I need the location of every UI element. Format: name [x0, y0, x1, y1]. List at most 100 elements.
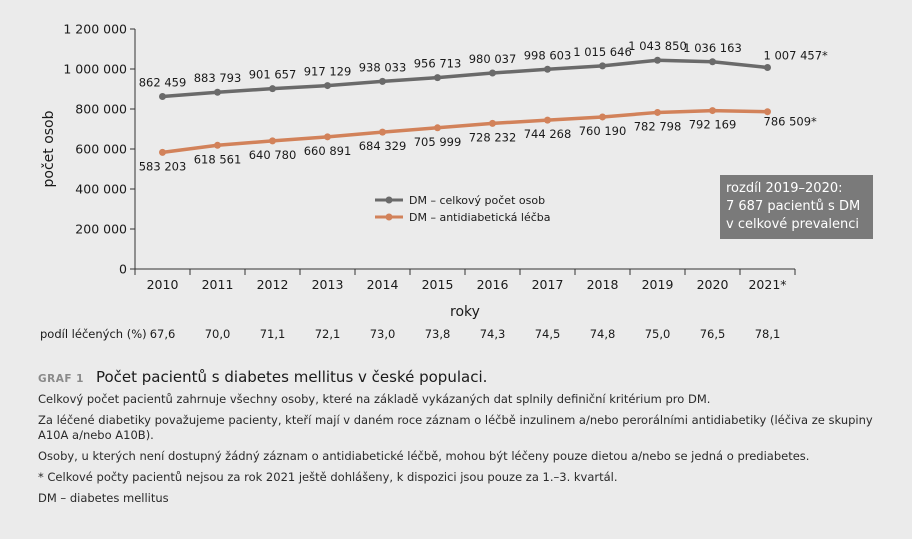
chart: 0 200 000 400 000 600 000 800 000 1 000 000 1 … — [41, 22, 873, 320]
data-point — [269, 137, 276, 145]
series-line — [160, 58, 770, 99]
y-tick-label: 1 000 000 — [63, 62, 127, 77]
data-label: 792 169 — [689, 118, 737, 132]
treated-share-label: podíl léčených (%) — [40, 327, 147, 341]
x-axis-title: roky — [450, 304, 480, 320]
x-tick-label: 2015 — [422, 277, 454, 292]
data-label: 1 036 163 — [683, 41, 742, 55]
treated-share-value: 71,1 — [259, 327, 286, 341]
x-tick-label: 2019 — [642, 277, 674, 292]
data-label: 705 999 — [414, 135, 462, 149]
annotation-box — [720, 175, 873, 239]
data-label: 980 037 — [469, 52, 517, 66]
figure-caption: GRAF 1 Počet pacientů s diabetes mellitu… — [38, 368, 878, 512]
data-point — [214, 141, 221, 149]
y-axis-title: počet osob — [41, 110, 57, 187]
caption-paragraph: Osoby, u kterých není dostupný žádný záz… — [38, 449, 810, 463]
data-point — [764, 64, 771, 72]
y-tick-label: 800 000 — [75, 102, 127, 117]
annotation-text: 7 687 pacientů s DM — [726, 199, 860, 214]
y-tick-label: 200 000 — [75, 222, 127, 237]
treated-share-value: 72,1 — [314, 327, 341, 341]
data-point — [434, 74, 441, 82]
data-label: 956 713 — [414, 57, 462, 71]
data-point — [379, 128, 386, 136]
x-tick-label: 2013 — [312, 277, 344, 292]
treated-share-value: 78,1 — [754, 327, 781, 341]
x-tick-label: 2012 — [257, 277, 289, 292]
x-tick-label: 2020 — [697, 277, 729, 292]
data-point — [709, 107, 716, 115]
legend-label: DM – celkový počet osob — [409, 194, 545, 207]
x-tick-label: 2014 — [367, 277, 399, 292]
data-point — [434, 124, 441, 132]
treated-share-value: 73,0 — [369, 327, 396, 341]
x-tick-label: 2021* — [748, 277, 786, 292]
data-label: 684 329 — [359, 139, 407, 153]
data-point — [764, 108, 771, 116]
data-label: 786 509* — [764, 115, 818, 129]
data-label: 1 007 457* — [764, 49, 829, 63]
y-tick-label: 600 000 — [75, 142, 127, 157]
treated-share-value: 67,6 — [149, 327, 176, 341]
data-label: 618 561 — [194, 152, 242, 166]
caption-title-row: GRAF 1 Počet pacientů s diabetes mellitu… — [38, 368, 878, 386]
y-tick-label: 0 — [119, 262, 127, 277]
legend-swatch-marker — [385, 213, 393, 221]
y-tick-label: 400 000 — [75, 182, 127, 197]
x-tick-label: 2018 — [587, 277, 619, 292]
annotation-text: v celkové prevalenci — [726, 217, 859, 232]
caption-paragraph: Za léčené diabetiky považujeme pacienty,… — [38, 413, 873, 442]
data-point — [654, 108, 661, 116]
x-tick-label: 2011 — [202, 277, 234, 292]
data-point — [159, 148, 166, 156]
caption-paragraph: Celkový počet pacientů zahrnuje všechny … — [38, 392, 711, 406]
treated-share-value: 74,8 — [589, 327, 616, 341]
data-point — [544, 65, 551, 73]
x-tick-label: 2010 — [147, 277, 179, 292]
data-point — [599, 113, 606, 121]
annotation-text: rozdíl 2019–2020: — [726, 181, 843, 196]
data-label: 901 657 — [249, 68, 297, 82]
legend-swatch-marker — [385, 196, 393, 204]
data-label: 583 203 — [139, 159, 187, 173]
y-tick-label: 1 200 000 — [63, 22, 127, 37]
data-label: 998 603 — [524, 48, 572, 62]
data-label: 640 780 — [249, 148, 297, 162]
caption-paragraph: DM – diabetes mellitus — [38, 491, 169, 505]
x-tick-label: 2016 — [477, 277, 509, 292]
data-point — [159, 93, 166, 101]
data-point — [654, 56, 661, 64]
data-label: 760 190 — [579, 124, 627, 138]
treated-share-value: 74,5 — [534, 327, 561, 341]
data-label: 1 043 850 — [628, 39, 687, 53]
treated-share-row: podíl léčených (%) 67,6 70,0 71,1 72,1 73,0 7… — [0, 325, 912, 345]
data-label: 938 033 — [359, 60, 407, 74]
data-point — [599, 62, 606, 70]
caption-paragraph: * Celkové počty pacientů nejsou za rok 2… — [38, 470, 618, 484]
x-tick-label: 2017 — [532, 277, 564, 292]
data-label: 728 232 — [469, 130, 517, 144]
data-label: 883 793 — [194, 71, 242, 85]
treated-share-value: 73,8 — [424, 327, 451, 341]
data-label: 862 459 — [139, 76, 187, 90]
data-point — [324, 82, 331, 90]
caption-tag: GRAF 1 — [38, 373, 84, 385]
data-point — [489, 119, 496, 127]
data-point — [324, 133, 331, 141]
data-label: 660 891 — [304, 144, 352, 158]
data-point — [709, 58, 716, 66]
treated-share-value: 76,5 — [699, 327, 726, 341]
legend-label: DM – antidiabetická léčba — [409, 211, 551, 224]
treated-share-value: 70,0 — [204, 327, 231, 341]
data-point — [379, 77, 386, 85]
data-point — [544, 116, 551, 124]
data-label: 1 015 646 — [573, 45, 632, 59]
treated-share-value: 74,3 — [479, 327, 506, 341]
caption-title: Počet pacientů s diabetes mellitus v čes… — [95, 368, 488, 386]
data-point — [269, 85, 276, 93]
series-line — [160, 108, 770, 155]
data-point — [489, 69, 496, 77]
data-label: 782 798 — [634, 119, 682, 133]
treated-share-value: 75,0 — [644, 327, 671, 341]
